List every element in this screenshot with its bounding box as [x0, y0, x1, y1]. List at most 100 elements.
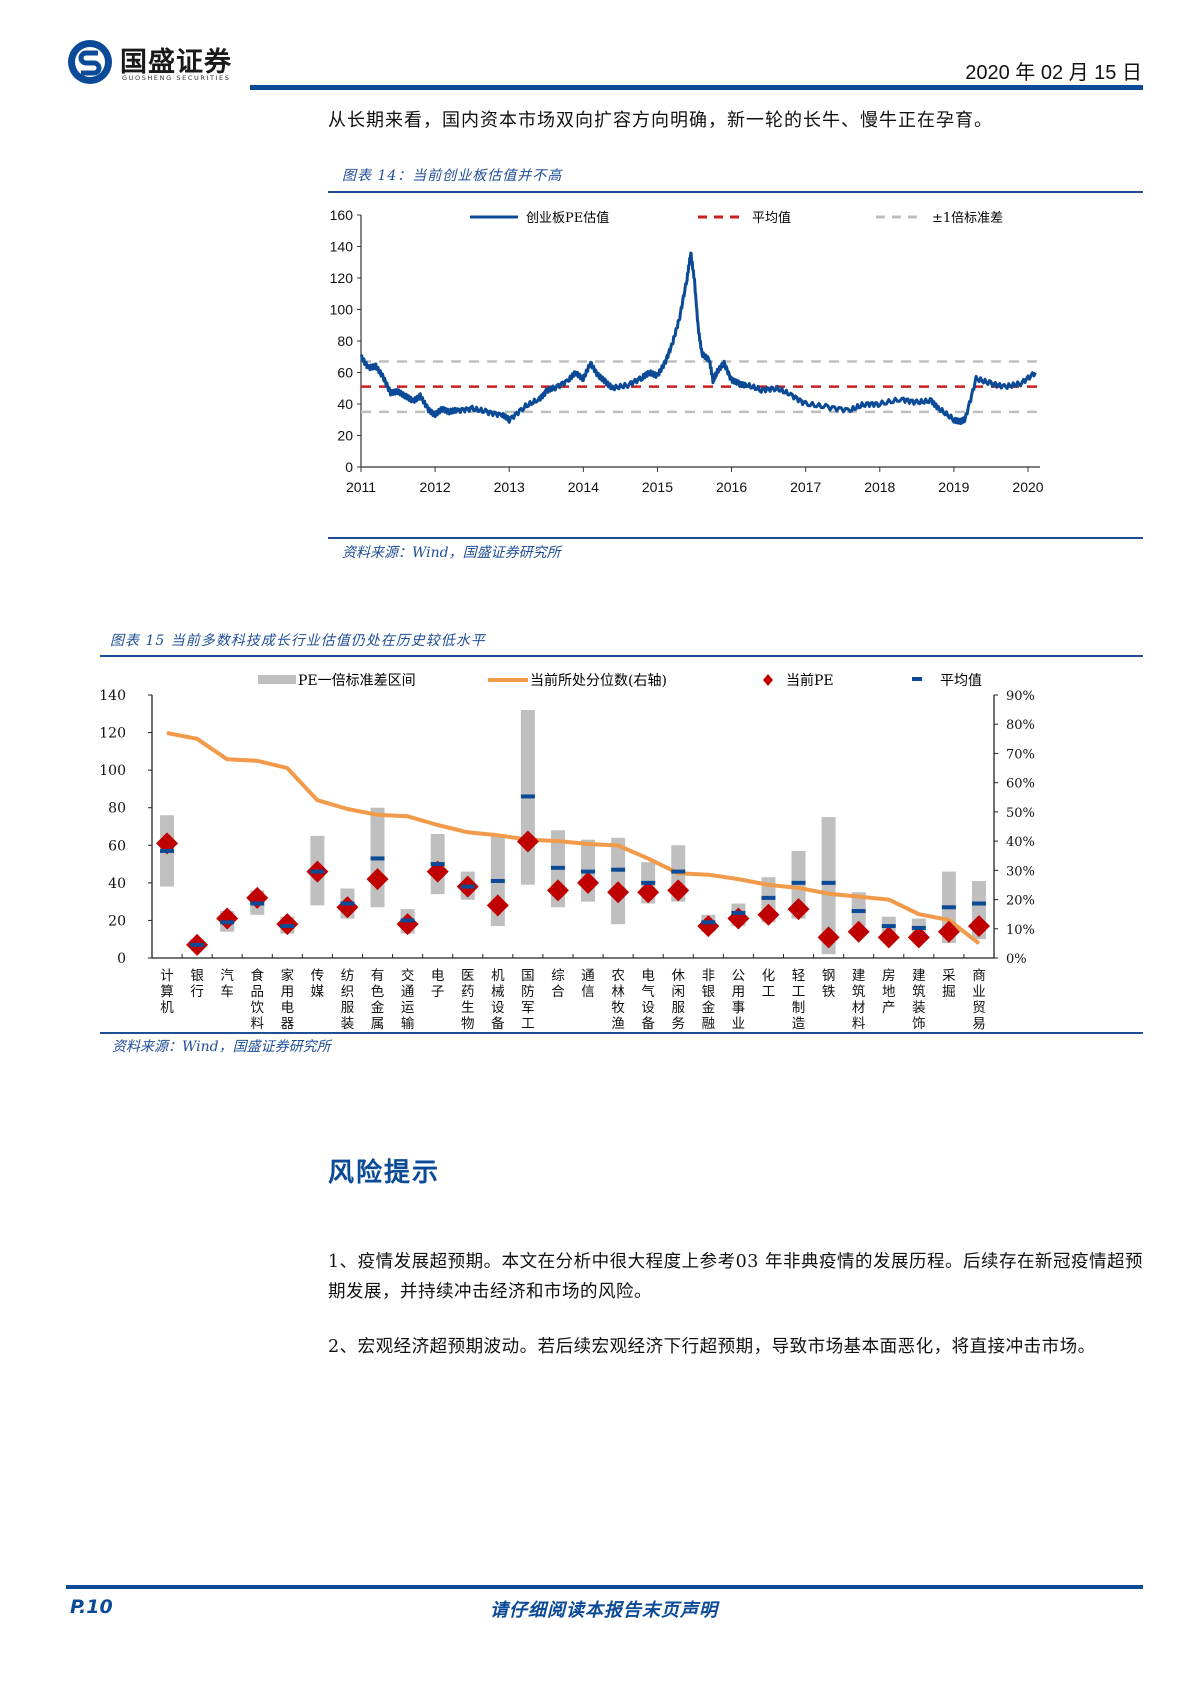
chart-15-legend: PE一倍标准差区间 当前所处分位数(右轴) 当前PE 平均值	[258, 672, 982, 689]
category-label: 工	[792, 984, 806, 1000]
current-pe-diamond	[787, 898, 810, 921]
category-label: 银	[702, 984, 716, 1000]
category-label: 牧	[611, 1000, 625, 1016]
legend-std-range: PE一倍标准差区间	[298, 673, 416, 689]
pe-series-line	[359, 251, 1037, 426]
category-label: 行	[190, 984, 204, 1000]
category-label: 造	[792, 1016, 806, 1032]
current-pe-diamond	[667, 879, 690, 902]
category-label: 气	[641, 984, 655, 1000]
category-label: 筑	[912, 984, 926, 1000]
category-label: 融	[702, 1016, 716, 1032]
category-label: 子	[431, 984, 445, 1000]
category-label: 建	[912, 968, 926, 984]
category-label: 食	[251, 967, 265, 984]
footer-rule	[66, 1585, 1143, 1589]
category-label: 筑	[852, 984, 866, 1000]
risk-item-2: 2、宏观经济超预期波动。若后续宏观经济下行超预期，导致市场基本面恶化，将直接冲击…	[328, 1337, 1096, 1357]
category-label: 备	[641, 1015, 655, 1032]
y2-tick-label: 10%	[1006, 923, 1035, 938]
category-label: 渔	[611, 1016, 625, 1032]
chart-15-industry-pe: PE一倍标准差区间 当前所处分位数(右轴) 当前PE 平均值 0 20 40 60 80…	[100, 672, 1035, 1032]
average-marker	[701, 920, 716, 925]
category-label: 材	[852, 1000, 866, 1016]
average-marker	[280, 924, 295, 929]
figure-14-source: 资料来源：Wind，国盛证券研究所	[342, 545, 561, 561]
category-label: 闲	[672, 984, 686, 1000]
x-tick-label: 2011	[346, 479, 376, 495]
current-pe-diamond	[336, 896, 359, 919]
current-pe-diamond	[607, 881, 630, 904]
y-tick-label: 60	[108, 838, 126, 854]
category-label: 计	[160, 968, 174, 984]
current-pe-diamond	[577, 871, 600, 894]
category-label: 地	[882, 984, 896, 1000]
y-tick-label: 20	[108, 913, 126, 929]
x-tick-label: 2019	[938, 479, 969, 495]
std-range-bar	[611, 837, 626, 925]
y2-tick-label: 0%	[1006, 952, 1027, 967]
category-label: 休	[672, 968, 686, 984]
category-label: 建	[852, 968, 866, 984]
y-tick-label: 100	[330, 302, 354, 318]
category-label: 易	[972, 1016, 986, 1032]
y2-tick-label: 30%	[1006, 864, 1035, 879]
category-label: 车	[220, 983, 234, 1000]
y-tick-label: 140	[330, 239, 354, 255]
figure-15-title: 图表 15 当前多数科技成长行业估值仍处在历史较低水平	[110, 633, 486, 649]
figure-14-top-rule	[328, 191, 1143, 193]
category-label: 电	[641, 968, 655, 984]
x-tick-label: 2015	[642, 479, 673, 495]
average-marker	[490, 878, 505, 883]
category-label: 事	[732, 1000, 746, 1016]
average-marker	[611, 867, 626, 872]
category-label: 通	[401, 984, 415, 1000]
category-label: 化	[762, 968, 776, 984]
report-date: 2020 年 02 月 15 日	[965, 62, 1142, 84]
page-number: P.10	[70, 1596, 113, 1618]
average-marker	[520, 794, 535, 799]
average-marker	[160, 848, 175, 853]
average-marker	[250, 901, 265, 906]
category-label: 公	[732, 968, 746, 984]
average-marker	[190, 942, 205, 947]
legend-pe: 创业板PE估值	[526, 210, 609, 226]
current-pe-diamond	[727, 907, 750, 930]
average-marker	[581, 869, 596, 874]
category-label: 器	[281, 1016, 295, 1032]
average-marker	[821, 880, 836, 885]
header-rule	[250, 85, 1143, 90]
current-pe-diamond	[697, 915, 720, 938]
category-label: 商	[972, 968, 986, 984]
y2-tick-label: 90%	[1006, 689, 1035, 704]
category-label: 家	[281, 967, 295, 984]
average-marker	[310, 869, 325, 874]
chart-14-legend: 创业板PE估值 平均值 ±1倍标准差	[470, 210, 1003, 226]
category-label: 通	[581, 968, 595, 984]
category-label: 械	[491, 984, 505, 1000]
current-pe-diamond	[907, 926, 930, 949]
y-tick-label: 80	[108, 801, 126, 817]
category-label: 采	[942, 968, 956, 984]
category-label: 料	[852, 1016, 866, 1032]
average-marker	[761, 895, 776, 900]
category-label: 金	[702, 1000, 716, 1016]
current-pe-diamond	[937, 920, 960, 943]
current-pe-diamond	[426, 860, 449, 883]
category-label: 属	[371, 1016, 385, 1032]
average-marker	[641, 880, 656, 885]
y2-tick-label: 80%	[1006, 718, 1035, 733]
current-pe-diamond	[366, 868, 389, 891]
y-tick-label: 140	[100, 688, 126, 704]
category-label: 铁	[822, 984, 836, 1000]
current-pe-diamond	[216, 907, 239, 930]
average-marker	[220, 920, 235, 925]
x-tick-label: 2017	[790, 479, 821, 495]
category-label: 设	[641, 1000, 655, 1016]
x-tick-label: 2016	[716, 479, 747, 495]
category-label: 轻	[792, 968, 806, 984]
current-pe-diamond	[516, 830, 539, 853]
category-label: 有	[371, 968, 385, 984]
current-pe-diamond	[817, 926, 840, 949]
y-tick-label: 0	[117, 951, 126, 967]
